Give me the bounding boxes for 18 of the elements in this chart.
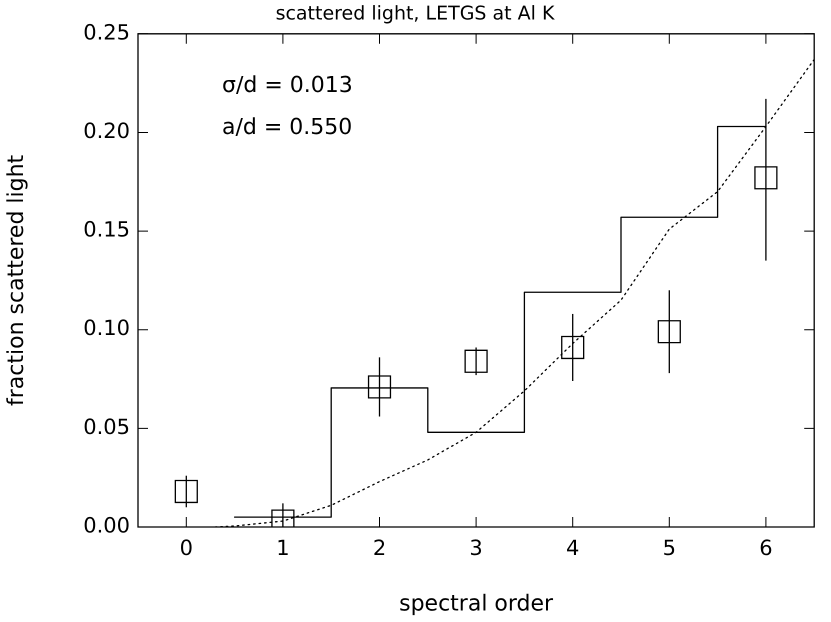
x-tick-label: 3 <box>469 536 483 560</box>
chart-title: scattered light, LETGS at Al K <box>276 2 555 24</box>
x-tick-label: 5 <box>662 536 676 560</box>
y-tick-label: 0.05 <box>83 414 130 439</box>
y-tick-label: 0.00 <box>83 513 130 538</box>
y-tick-label: 0.15 <box>83 218 130 242</box>
annotation: a/d = 0.550 <box>222 114 352 140</box>
y-axis-title: fraction scattered light <box>4 154 29 406</box>
x-tick-label: 4 <box>566 536 580 560</box>
y-tick-label: 0.20 <box>83 118 130 143</box>
x-tick-label: 2 <box>372 536 386 560</box>
x-axis-title: spectral order <box>399 592 554 617</box>
x-tick-label: 6 <box>759 536 773 560</box>
x-tick-label: 1 <box>276 536 290 560</box>
x-tick-label: 0 <box>180 536 193 560</box>
annotation: σ/d = 0.013 <box>222 72 353 98</box>
y-tick-label: 0.25 <box>83 20 130 44</box>
y-tick-label: 0.10 <box>83 316 130 340</box>
